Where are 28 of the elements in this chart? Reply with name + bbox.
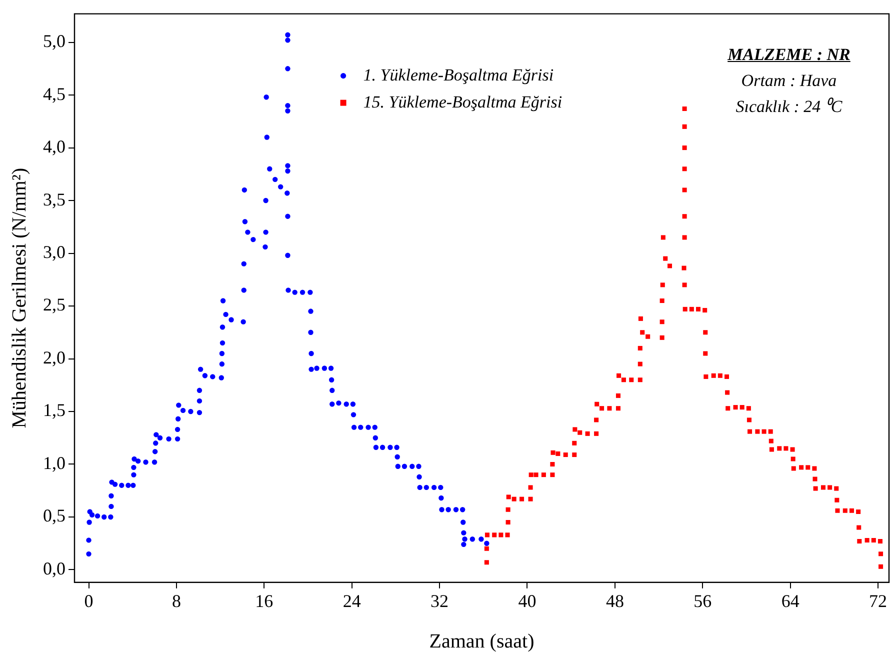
y-tick-label: 4,0 <box>43 136 66 157</box>
y-tick-label: 4,5 <box>43 84 66 104</box>
y-tick-label: 1,5 <box>43 400 66 420</box>
x-axis-title: Zaman (saat) <box>429 630 534 652</box>
annotation: MALZEME : NR <box>726 44 852 66</box>
y-tick-label: 0,0 <box>43 558 66 578</box>
x-tick-label: 32 <box>430 590 449 611</box>
y-tick-label: 2,0 <box>43 347 66 368</box>
y-tick-label: 3,0 <box>43 242 66 262</box>
y-tick-label: 5,0 <box>43 31 66 52</box>
x-tick-label: 72 <box>869 590 888 611</box>
annotation: Ortam : Hava <box>740 70 838 92</box>
y-tick-label: 3,5 <box>43 189 66 210</box>
x-tick-label: 24 <box>342 590 361 611</box>
x-tick-label: 0 <box>84 590 94 611</box>
annotation: Sıcaklık : 24 ⁰C <box>734 96 844 118</box>
y-tick-label: 0,5 <box>43 506 66 526</box>
x-tick-label: 8 <box>172 590 181 611</box>
y-tick-label: 2,5 <box>43 294 66 315</box>
x-tick-label: 64 <box>781 590 800 611</box>
y-axis-title: Mühendislik Gerilmesi (N/mm²) <box>8 168 30 428</box>
legend-label: 1. Yükleme-Boşaltma Eğrisi <box>363 65 554 84</box>
x-tick-label: 40 <box>518 590 536 611</box>
y-tick-label: 1,0 <box>43 452 66 473</box>
x-tick-label: 56 <box>694 590 712 611</box>
x-tick-label: 16 <box>255 590 274 611</box>
x-tick-label: 48 <box>606 590 624 611</box>
legend-label: 15. Yükleme-Boşaltma Eğrisi <box>363 92 562 112</box>
